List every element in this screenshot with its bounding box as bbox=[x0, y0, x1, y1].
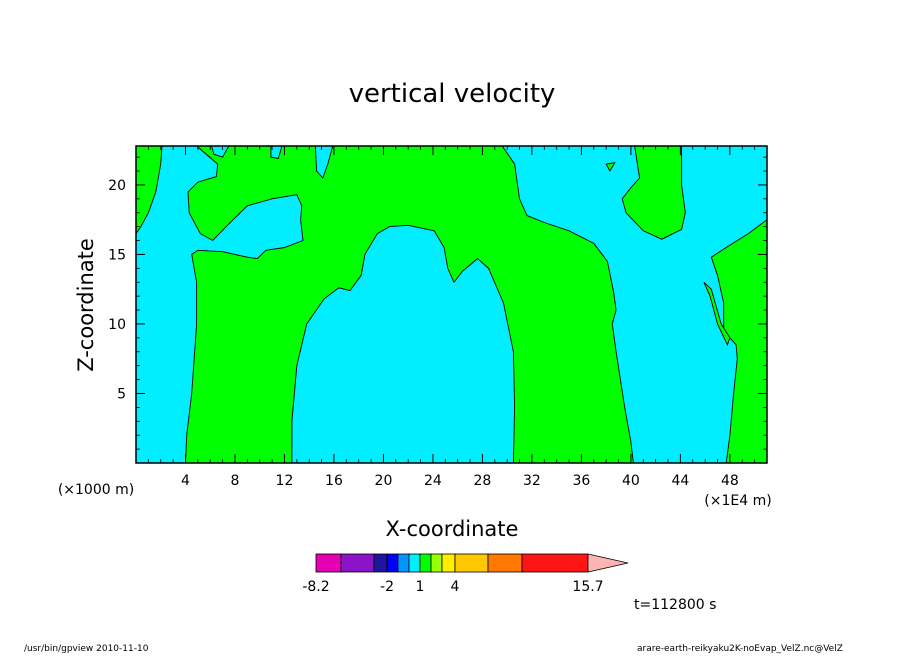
colorbar-segment bbox=[386, 553, 399, 573]
contour-region-4 bbox=[605, 162, 616, 172]
colorbar-segment bbox=[419, 553, 432, 573]
x-tick-label: 12 bbox=[276, 473, 294, 489]
colorbar-label: 15.7 bbox=[572, 579, 603, 595]
x-tick-label: 36 bbox=[572, 473, 590, 489]
colorbar-segment bbox=[441, 553, 456, 573]
x-axis-label: X-coordinate bbox=[386, 517, 519, 541]
x-tick-label: 20 bbox=[375, 473, 393, 489]
x-tick-label: 24 bbox=[424, 473, 442, 489]
y-tick-label: 15 bbox=[108, 247, 126, 263]
chart-title: vertical velocity bbox=[349, 79, 556, 109]
colorbar-arrow bbox=[587, 553, 629, 573]
x-tick-label: 28 bbox=[474, 473, 492, 489]
x-axis: 4 8 12 16 20 24 28 32 36 40 44 48 bbox=[147, 146, 756, 489]
footer-left: /usr/bin/gpview 2010-11-10 bbox=[24, 644, 149, 654]
contour-regions bbox=[135, 145, 768, 464]
contour-region-3 bbox=[621, 145, 686, 240]
colorbar-segment bbox=[373, 553, 388, 573]
colorbar-segment bbox=[408, 553, 421, 573]
colorbar-label: 4 bbox=[451, 579, 460, 595]
x-tick-label: 48 bbox=[721, 473, 739, 489]
colorbar-label: 1 bbox=[416, 579, 425, 595]
colorbar-segment bbox=[397, 553, 410, 573]
colorbar: -8.2 -2 1 4 15.7 bbox=[302, 553, 629, 595]
time-label: t=112800 s bbox=[634, 597, 716, 613]
y-tick-label: 20 bbox=[108, 178, 126, 194]
x-tick-label: 16 bbox=[325, 473, 343, 489]
contour-region-1 bbox=[135, 145, 163, 236]
x-unit-note: (×1E4 m) bbox=[704, 493, 771, 509]
colorbar-segment bbox=[487, 553, 523, 573]
colorbar-segment bbox=[521, 553, 589, 573]
colorbar-segment bbox=[340, 553, 375, 573]
colorbar-label: -2 bbox=[380, 579, 394, 595]
colorbar-segment bbox=[430, 553, 443, 573]
contour-region-6 bbox=[703, 281, 731, 346]
y-axis-label: Z-coordinate bbox=[74, 238, 98, 372]
y-tick-label: 10 bbox=[108, 317, 126, 333]
x-tick-label: 8 bbox=[231, 473, 240, 489]
y-axis: 5 10 15 20 bbox=[108, 156, 767, 450]
colorbar-label: -8.2 bbox=[302, 579, 329, 595]
x-tick-label: 32 bbox=[523, 473, 541, 489]
x-tick-label: 4 bbox=[181, 473, 190, 489]
x-tick-label: 40 bbox=[622, 473, 640, 489]
y-tick-label: 5 bbox=[117, 386, 126, 402]
x-tick-label: 44 bbox=[671, 473, 689, 489]
colorbar-segment bbox=[315, 553, 342, 573]
footer-right: arare-earth-reikyaku2K-noEvap_VelZ.nc@Ve… bbox=[637, 644, 843, 654]
plot-frame bbox=[135, 145, 768, 464]
colorbar-segment bbox=[454, 553, 489, 573]
x-scale-note: (×1000 m) bbox=[58, 482, 134, 498]
